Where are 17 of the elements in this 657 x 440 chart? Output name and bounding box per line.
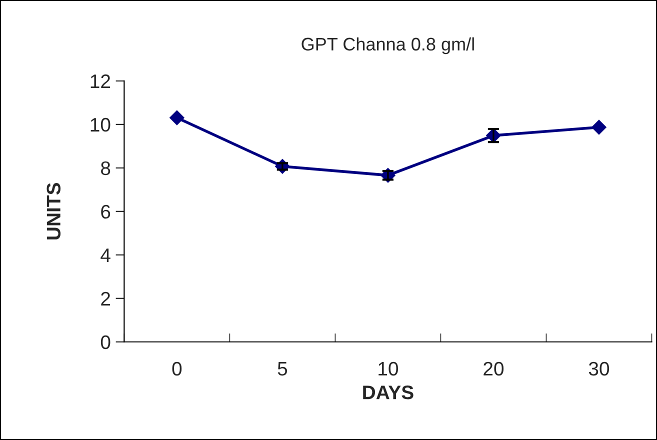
point [170, 110, 184, 126]
x-tick-label: 30 [588, 362, 610, 376]
x-tick-label: 5 [278, 362, 288, 376]
x-tick-label: 0 [172, 362, 182, 376]
y-tick-label: 8 [101, 161, 110, 176]
y-tick-label: 2 [101, 292, 110, 306]
y-axis-title: UNITS [46, 183, 61, 240]
y-tick-label: 4 [100, 248, 110, 262]
x-tick-label: 10 [378, 362, 398, 376]
x-tick-label: 20 [484, 362, 504, 376]
y-tick-label: 0 [100, 335, 110, 350]
y-tick-label: 10 [90, 118, 110, 132]
y-tick-label: 6 [101, 204, 110, 219]
x-axis-title: DAYS [363, 386, 414, 400]
y-tick-label: 12 [90, 74, 110, 88]
point [592, 120, 606, 135]
chart-title: GPT Channa 0.8 gm/l [302, 37, 474, 54]
